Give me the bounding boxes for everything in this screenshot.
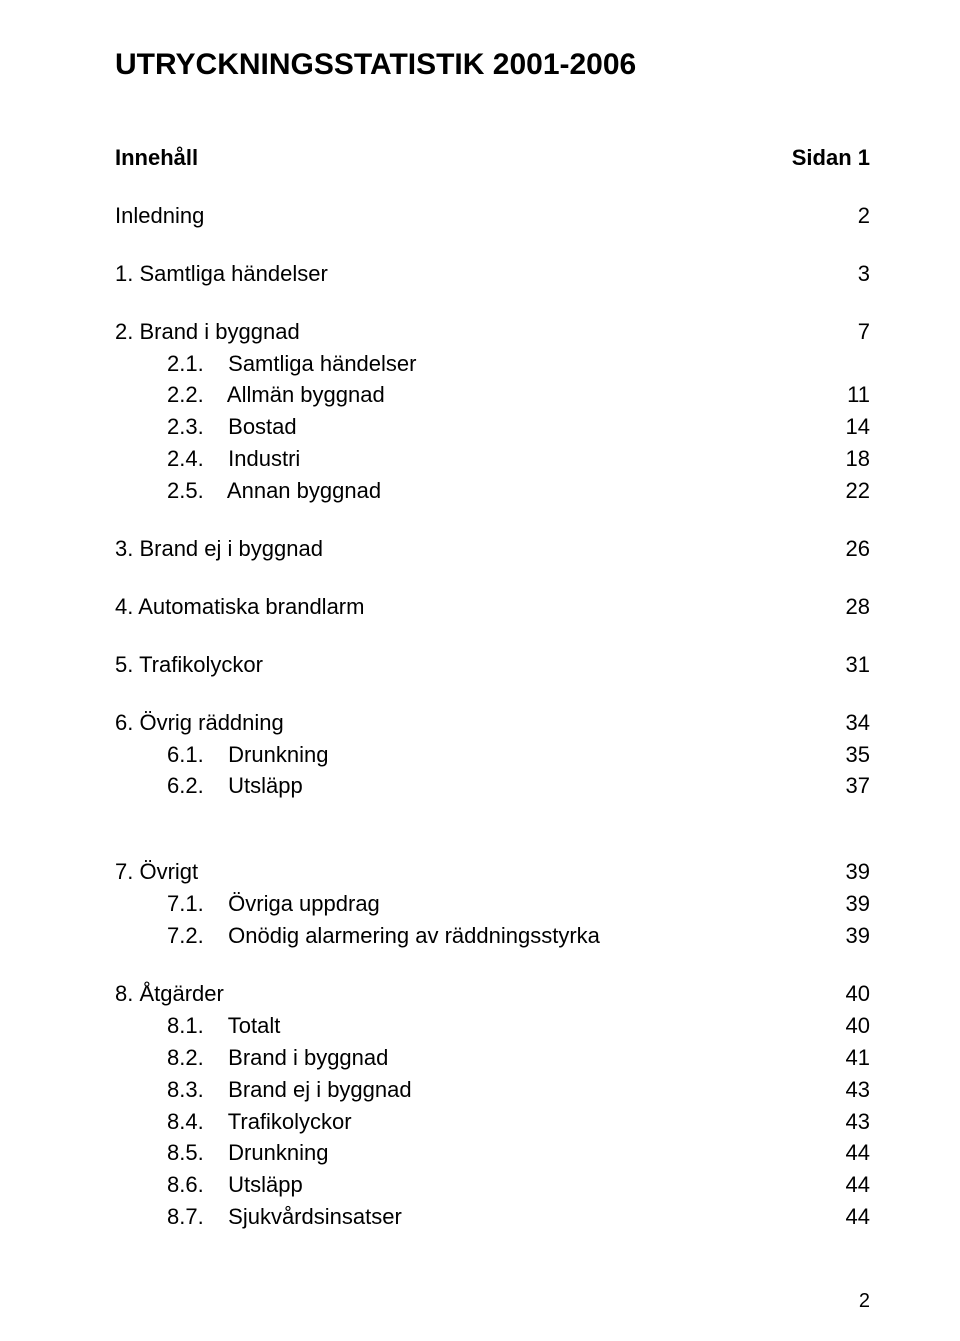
toc-num: 26 xyxy=(810,533,870,565)
toc-label: 8.6. Utsläpp xyxy=(115,1169,303,1201)
toc-num: 2 xyxy=(810,200,870,232)
toc-row-8-5: 8.5. Drunkning 44 xyxy=(115,1137,870,1169)
toc-label: 7.1. Övriga uppdrag xyxy=(115,888,380,920)
toc-label: 7.2. Onödig alarmering av räddningsstyrk… xyxy=(115,920,600,952)
toc-label: 8.1. Totalt xyxy=(115,1010,280,1042)
toc-row-8-7: 8.7. Sjukvårdsinsatser 44 xyxy=(115,1201,870,1233)
toc-row-8-3: 8.3. Brand ej i byggnad 43 xyxy=(115,1074,870,1106)
page-title: UTRYCKNINGSSTATISTIK 2001-2006 xyxy=(115,48,870,82)
toc-row-7-1: 7.1. Övriga uppdrag 39 xyxy=(115,888,870,920)
toc-label: 5. Trafikolyckor xyxy=(115,649,263,681)
toc-row-2-3: 2.3. Bostad 14 xyxy=(115,411,870,443)
toc-row-8-1: 8.1. Totalt 40 xyxy=(115,1010,870,1042)
toc-row-3: 3. Brand ej i byggnad 26 xyxy=(115,533,870,565)
toc-label: 8. Åtgärder xyxy=(115,978,224,1010)
toc-num: 3 xyxy=(810,258,870,290)
toc-label: 8.5. Drunkning xyxy=(115,1137,328,1169)
toc-label: 8.7. Sjukvårdsinsatser xyxy=(115,1201,402,1233)
toc-row-8-6: 8.6. Utsläpp 44 xyxy=(115,1169,870,1201)
toc-row-6-1: 6.1. Drunkning 35 xyxy=(115,739,870,771)
toc-label: 8.3. Brand ej i byggnad xyxy=(115,1074,412,1106)
toc-row-2-5: 2.5. Annan byggnad 22 xyxy=(115,475,870,507)
toc-num: 39 xyxy=(810,920,870,952)
toc-label: 2.4. Industri xyxy=(115,443,300,475)
toc-label: 1. Samtliga händelser xyxy=(115,258,328,290)
toc-label: Inledning xyxy=(115,200,204,232)
toc-label: 2. Brand i byggnad xyxy=(115,316,300,348)
toc-num: 40 xyxy=(810,1010,870,1042)
toc-num: 43 xyxy=(810,1106,870,1138)
toc-label: 8.4. Trafikolyckor xyxy=(115,1106,352,1138)
toc-num: 11 xyxy=(810,379,870,411)
toc-label: 2.3. Bostad xyxy=(115,411,297,443)
toc-num: 44 xyxy=(810,1169,870,1201)
toc-label: 6. Övrig räddning xyxy=(115,707,284,739)
toc-row-7-2: 7.2. Onödig alarmering av räddningsstyrk… xyxy=(115,920,870,952)
toc-label: 3. Brand ej i byggnad xyxy=(115,533,323,565)
toc-num: 40 xyxy=(810,978,870,1010)
toc-label: 4. Automatiska brandlarm xyxy=(115,591,364,623)
toc-num: 7 xyxy=(810,316,870,348)
toc-label: 2.1. Samtliga händelser xyxy=(115,348,416,380)
toc-row-8: 8. Åtgärder 40 xyxy=(115,978,870,1010)
toc-num: 22 xyxy=(810,475,870,507)
toc-label: 8.2. Brand i byggnad xyxy=(115,1042,388,1074)
toc-num: 44 xyxy=(810,1201,870,1233)
toc-row-8-2: 8.2. Brand i byggnad 41 xyxy=(115,1042,870,1074)
page-number: 2 xyxy=(859,1290,870,1313)
toc-num: 34 xyxy=(810,707,870,739)
toc-num: 14 xyxy=(810,411,870,443)
toc-num: 39 xyxy=(810,888,870,920)
toc-row-4: 4. Automatiska brandlarm 28 xyxy=(115,591,870,623)
toc-num: 18 xyxy=(810,443,870,475)
toc-row-2-1: 2.1. Samtliga händelser xyxy=(115,348,870,380)
toc-label: 6.1. Drunkning xyxy=(115,739,328,771)
toc-row-2-2: 2.2. Allmän byggnad 11 xyxy=(115,379,870,411)
toc-row-5: 5. Trafikolyckor 31 xyxy=(115,649,870,681)
toc-num: 39 xyxy=(810,856,870,888)
toc-row-7: 7. Övrigt 39 xyxy=(115,856,870,888)
toc-row-6-2: 6.2. Utsläpp 37 xyxy=(115,770,870,802)
toc-label: 2.2. Allmän byggnad xyxy=(115,379,385,411)
toc-row-1: 1. Samtliga händelser 3 xyxy=(115,258,870,290)
toc-header: Innehåll Sidan 1 xyxy=(115,142,870,174)
toc-num: 37 xyxy=(810,770,870,802)
toc-header-right: Sidan 1 xyxy=(792,142,870,174)
toc-num: 28 xyxy=(810,591,870,623)
toc-num: 31 xyxy=(810,649,870,681)
toc-num: 43 xyxy=(810,1074,870,1106)
toc-num: 44 xyxy=(810,1137,870,1169)
toc-row-6: 6. Övrig räddning 34 xyxy=(115,707,870,739)
toc-label: 2.5. Annan byggnad xyxy=(115,475,381,507)
toc-label: 6.2. Utsläpp xyxy=(115,770,303,802)
toc-num: 35 xyxy=(810,739,870,771)
toc-row-2-4: 2.4. Industri 18 xyxy=(115,443,870,475)
toc-num: 41 xyxy=(810,1042,870,1074)
toc-row-inledning: Inledning 2 xyxy=(115,200,870,232)
toc-label: 7. Övrigt xyxy=(115,856,198,888)
toc-row-8-4: 8.4. Trafikolyckor 43 xyxy=(115,1106,870,1138)
toc-header-left: Innehåll xyxy=(115,142,198,174)
toc-row-2: 2. Brand i byggnad 7 xyxy=(115,316,870,348)
